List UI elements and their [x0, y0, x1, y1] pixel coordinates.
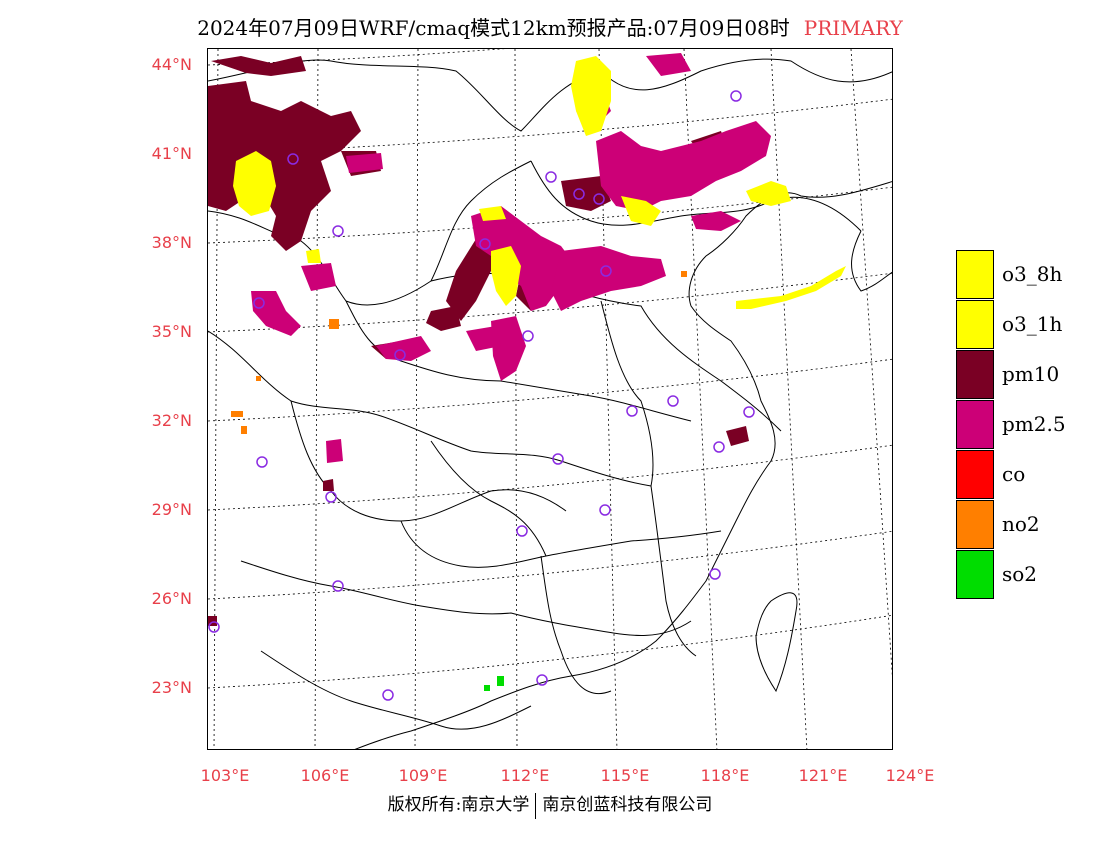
lat-label-35: 35°N: [151, 322, 192, 341]
legend-row-no2: no2: [956, 499, 1066, 549]
legend-label-o3-8h: o3_8h: [1002, 262, 1063, 286]
legend-label-pm10: pm10: [1002, 362, 1060, 386]
title-text: 2024年07月09日WRF/cmaq模式12km预报产品:07月09日08时: [197, 16, 790, 40]
company-text: 南京创蓝科技有限公司: [542, 795, 713, 815]
map-title: 2024年07月09日WRF/cmaq模式12km预报产品:07月09日08时 P…: [0, 12, 1100, 41]
lon-label-109: 109°E: [398, 766, 448, 785]
pollutant-map: [207, 48, 893, 750]
legend-swatch-o3-1h: [956, 299, 994, 349]
lon-label-115: 115°E: [600, 766, 650, 785]
map-canvas: [208, 49, 892, 749]
lat-label-32: 32°N: [151, 411, 192, 430]
legend-row-pm25: pm2.5: [956, 399, 1066, 449]
lon-label-106: 106°E: [300, 766, 350, 785]
footer-separator: [535, 792, 537, 819]
legend-row-o3-1h: o3_1h: [956, 299, 1066, 349]
legend-swatch-no2: [956, 499, 994, 549]
legend-row-co: co: [956, 449, 1066, 499]
legend-label-co: co: [1002, 462, 1026, 486]
legend-row-o3-8h: o3_8h: [956, 249, 1066, 299]
legend-label-o3-1h: o3_1h: [1002, 312, 1063, 336]
legend-row-pm10: pm10: [956, 349, 1066, 399]
lat-label-44: 44°N: [151, 55, 192, 74]
legend-swatch-pm10: [956, 349, 994, 399]
lat-label-38: 38°N: [151, 233, 192, 252]
lon-label-121: 121°E: [798, 766, 848, 785]
lat-label-26: 26°N: [151, 589, 192, 608]
graticule: [208, 49, 892, 749]
legend-row-so2: so2: [956, 549, 1066, 599]
no2-patches: [231, 271, 687, 434]
o3-patches: [233, 56, 846, 309]
legend-swatch-o3-8h: [956, 249, 994, 299]
legend-swatch-pm25: [956, 399, 994, 449]
lon-label-118: 118°E: [700, 766, 750, 785]
station-markers: [208, 90, 755, 701]
legend-label-pm25: pm2.5: [1002, 412, 1066, 436]
legend: o3_8h o3_1h pm10 pm2.5 co no2 so2: [956, 249, 1066, 599]
so2-patches: [484, 676, 504, 691]
province-boundaries: [208, 58, 892, 730]
lon-label-124: 124°E: [885, 766, 935, 785]
legend-swatch-so2: [956, 549, 994, 599]
legend-label-so2: so2: [1002, 562, 1038, 586]
primary-tag: PRIMARY: [803, 16, 903, 40]
pm25-patches: [251, 53, 771, 463]
copyright-text: 版权所有:南京大学: [387, 795, 530, 815]
lon-label-103: 103°E: [200, 766, 250, 785]
footer: 版权所有:南京大学 南京创蓝科技有限公司: [0, 790, 1100, 819]
legend-swatch-co: [956, 449, 994, 499]
lat-label-23: 23°N: [151, 678, 192, 697]
coastline: [354, 181, 892, 749]
lon-label-112: 112°E: [500, 766, 550, 785]
lat-label-29: 29°N: [151, 500, 192, 519]
lat-label-41: 41°N: [151, 144, 192, 163]
legend-label-no2: no2: [1002, 512, 1040, 536]
